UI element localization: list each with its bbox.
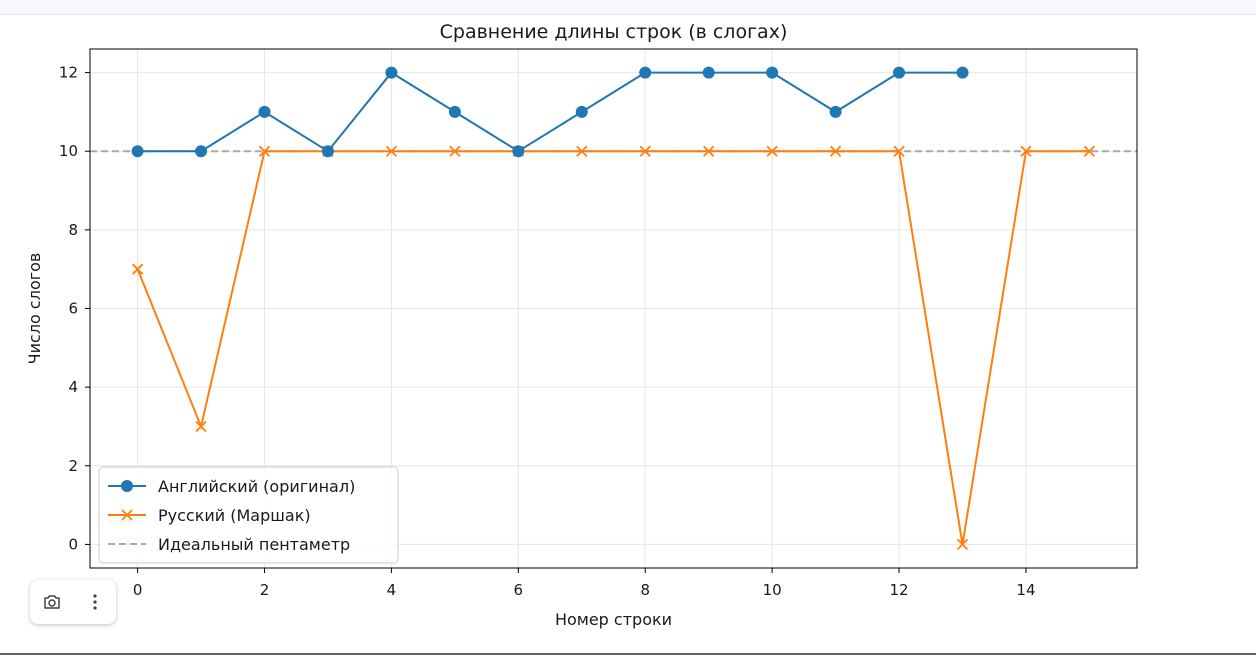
series-line-2 [136,150,1090,545]
x-tick-label: 6 [514,581,524,599]
x-tick-label: 14 [1016,581,1035,599]
data-point [893,66,906,79]
top-strip [0,0,1256,15]
x-tick-label: 8 [640,581,650,599]
legend-label: Идеальный пентаметр [158,535,350,554]
output-toolbar [30,580,116,624]
data-point [639,66,652,79]
data-point [639,145,651,157]
series-line-1 [137,71,963,153]
data-point [1083,145,1096,157]
legend: Английский (оригинал) Русский (Маршак) Иде… [98,466,399,564]
data-point [131,145,144,158]
more-vertical-icon[interactable] [80,587,110,617]
y-tick-label: 8 [68,221,78,239]
data-point [893,145,905,157]
data-point [321,145,334,158]
legend-box [98,466,399,564]
y-tick-label: 2 [68,457,78,475]
data-point [195,145,208,158]
legend-marker [121,480,133,492]
chart-title: Сравнение длины строк (в слогах) [440,21,788,43]
data-point [575,105,588,118]
data-point [1020,145,1032,157]
y-tick-label: 0 [68,535,78,553]
data-point [385,66,398,79]
data-point [131,263,144,275]
data-point [766,145,778,157]
y-tick-label: 10 [59,142,78,160]
data-point [702,66,715,79]
x-axis-label: Номер строки [555,610,672,629]
x-tick-label: 2 [260,581,270,599]
y-tick-label: 6 [68,300,78,318]
x-tick-label: 10 [763,581,782,599]
data-point [258,105,271,118]
data-point [385,145,398,157]
data-point [576,145,588,157]
x-tick-label: 12 [889,581,908,599]
x-tick-label: 0 [133,581,143,599]
y-tick-label: 4 [68,378,78,396]
data-point [956,538,969,551]
legend-label: Русский (Маршак) [158,506,311,525]
data-point [449,145,461,157]
cell-divider [0,653,1256,655]
data-point [195,420,207,433]
axes-frame [89,48,1138,569]
data-point [258,145,271,157]
y-axis-label: Число слогов [25,253,44,365]
data-point [703,145,715,157]
data-point [829,105,842,118]
x-tick-label: 4 [387,581,397,599]
legend-marker [121,509,133,521]
data-point [766,66,779,79]
data-point [829,145,842,157]
data-point [448,105,461,118]
plot-area [90,66,1137,551]
axis-ticks: 0 2 4 6 8 10 12 14 0 2 4 6 8 10 12 [59,64,1036,599]
camera-icon[interactable] [37,587,67,617]
y-tick-label: 12 [59,64,78,82]
legend-label: Английский (оригинал) [158,477,355,496]
data-point [512,145,525,158]
data-point [956,66,969,79]
